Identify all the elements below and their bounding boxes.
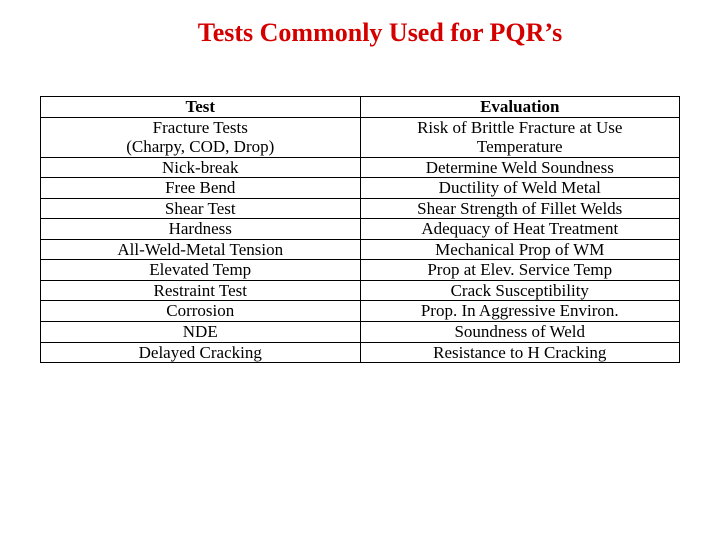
col-header-evaluation: Evaluation: [360, 97, 680, 118]
table-row: NDESoundness of Weld: [41, 322, 680, 343]
col-header-test: Test: [41, 97, 361, 118]
table-row: Nick-breakDetermine Weld Soundness: [41, 157, 680, 178]
cell-test: NDE: [41, 322, 361, 343]
cell-test: Nick-break: [41, 157, 361, 178]
cell-test: Elevated Temp: [41, 260, 361, 281]
page-title: Tests Commonly Used for PQR’s: [40, 18, 680, 48]
cell-test: Free Bend: [41, 178, 361, 199]
table-row: Elevated TempProp at Elev. Service Temp: [41, 260, 680, 281]
table-row: All-Weld-Metal TensionMechanical Prop of…: [41, 239, 680, 260]
table-row: Restraint TestCrack Susceptibility: [41, 280, 680, 301]
table-row: Shear TestShear Strength of Fillet Welds: [41, 198, 680, 219]
cell-evaluation: Risk of Brittle Fracture at UseTemperatu…: [360, 117, 680, 157]
cell-evaluation: Soundness of Weld: [360, 322, 680, 343]
pqr-tests-table: Test Evaluation Fracture Tests(Charpy, C…: [40, 96, 680, 363]
table-row: CorrosionProp. In Aggressive Environ.: [41, 301, 680, 322]
table-body: Fracture Tests(Charpy, COD, Drop)Risk of…: [41, 117, 680, 363]
table-row: HardnessAdequacy of Heat Treatment: [41, 219, 680, 240]
table-container: Test Evaluation Fracture Tests(Charpy, C…: [40, 96, 680, 363]
cell-evaluation: Determine Weld Soundness: [360, 157, 680, 178]
table-header-row: Test Evaluation: [41, 97, 680, 118]
slide: Tests Commonly Used for PQR’s Test Evalu…: [0, 0, 720, 540]
cell-evaluation: Prop at Elev. Service Temp: [360, 260, 680, 281]
table-row: Delayed CrackingResistance to H Cracking: [41, 342, 680, 363]
table-row: Fracture Tests(Charpy, COD, Drop)Risk of…: [41, 117, 680, 157]
cell-test: Hardness: [41, 219, 361, 240]
cell-test: Corrosion: [41, 301, 361, 322]
table-row: Free BendDuctility of Weld Metal: [41, 178, 680, 199]
cell-evaluation: Shear Strength of Fillet Welds: [360, 198, 680, 219]
cell-test: All-Weld-Metal Tension: [41, 239, 361, 260]
cell-evaluation: Ductility of Weld Metal: [360, 178, 680, 199]
cell-evaluation: Resistance to H Cracking: [360, 342, 680, 363]
cell-evaluation: Prop. In Aggressive Environ.: [360, 301, 680, 322]
cell-evaluation: Crack Susceptibility: [360, 280, 680, 301]
cell-test: Shear Test: [41, 198, 361, 219]
cell-test: Delayed Cracking: [41, 342, 361, 363]
cell-test: Restraint Test: [41, 280, 361, 301]
cell-evaluation: Adequacy of Heat Treatment: [360, 219, 680, 240]
cell-test: Fracture Tests(Charpy, COD, Drop): [41, 117, 361, 157]
cell-evaluation: Mechanical Prop of WM: [360, 239, 680, 260]
